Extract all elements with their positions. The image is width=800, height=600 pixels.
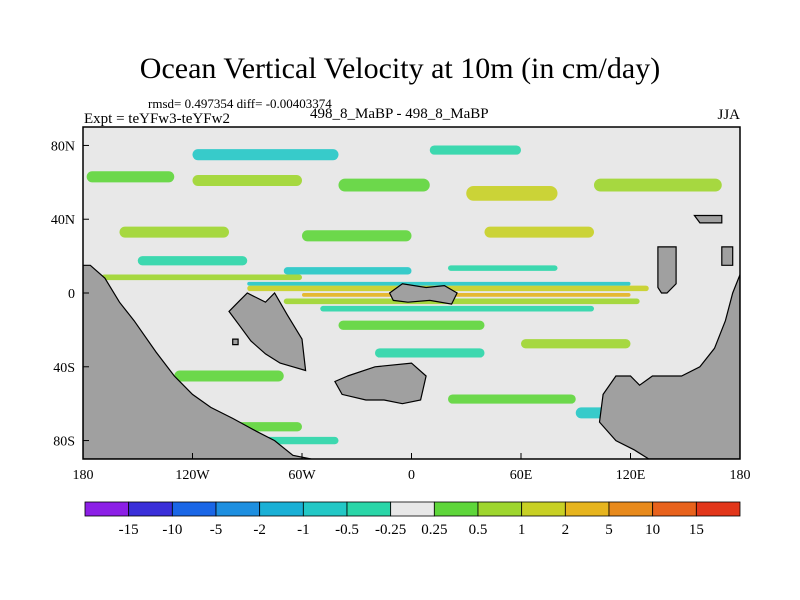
land-mass-0: [83, 264, 312, 459]
land-mass-7: [721, 246, 734, 266]
anomaly-band-11: [283, 298, 640, 305]
chart-title: Ocean Vertical Velocity at 10m (in cm/da…: [139, 52, 661, 85]
colorbar-box-12: [608, 501, 654, 517]
colorbar-box-7: [390, 501, 435, 517]
x-tick-label-5: 120E: [616, 468, 646, 483]
colorbar-label-8: 0.5: [469, 522, 488, 538]
colorbar-box-5: [302, 501, 348, 517]
anomaly-band-13: [521, 339, 631, 349]
land-mass-2: [388, 283, 458, 305]
colorbar-label-7: 0.25: [421, 522, 447, 538]
colorbar-label-10: 2: [562, 522, 570, 538]
land-mass-8: [232, 338, 239, 346]
anomaly-band-2: [338, 178, 430, 192]
anomaly-band-20: [283, 267, 412, 275]
colorbar-label-11: 5: [605, 522, 613, 538]
anomaly-band-25: [375, 348, 485, 358]
land-mass-1: [228, 292, 307, 372]
colorbar: -15 -10 -5 -2 -1 -0.5 -0.25 0.25 0.5 1 2 5 10 15: [84, 501, 741, 538]
colorbar-label-1: -10: [162, 522, 182, 538]
anomaly-band-14: [174, 370, 284, 382]
colorbar-box-13: [652, 501, 697, 517]
anomaly-band-8: [101, 274, 302, 281]
anomaly-band-28: [265, 436, 339, 445]
anomaly-band-15: [448, 394, 576, 404]
x-tick-label-1: 120W: [175, 468, 210, 483]
land-mass-6: [693, 214, 723, 224]
x-tick-label-6: 180: [730, 468, 751, 483]
colorbar-box-2: [171, 501, 217, 517]
stats-label: rmsd= 0.497354 diff= -0.00403374: [148, 96, 332, 111]
colorbar-label-0: -15: [119, 522, 139, 538]
y-tick-label-0: 80N: [51, 139, 75, 154]
anomaly-band-23: [320, 305, 594, 312]
x-tick-label-3: 0: [408, 468, 415, 483]
anomaly-band-6: [302, 230, 412, 242]
anomaly-band-21: [448, 265, 558, 271]
anomaly-band-17: [192, 149, 339, 161]
anomaly-band-22: [247, 281, 631, 286]
colorbar-box-9: [477, 501, 523, 517]
anomaly-band-1: [192, 174, 302, 187]
x-tick-label-0: 180: [73, 468, 94, 483]
anomaly-band-12: [338, 320, 485, 330]
colorbar-box-0: [84, 501, 130, 517]
colorbar-box-1: [128, 501, 173, 517]
experiment-label: Expt = teYFw3-teYFw2: [84, 111, 230, 127]
anomaly-band-0: [86, 171, 175, 183]
colorbar-label-5: -0.5: [335, 522, 359, 538]
x-tick-label-4: 60E: [510, 468, 533, 483]
anomaly-band-3: [466, 186, 558, 201]
anomaly-band-7: [484, 226, 594, 238]
colorbar-box-11: [564, 501, 610, 517]
land-mass-3: [598, 274, 740, 459]
land-mass-5: [657, 246, 677, 294]
colorbar-label-9: 1: [518, 522, 526, 538]
anomaly-band-10: [302, 293, 631, 297]
land-layer: [83, 214, 740, 459]
colorbar-label-4: -1: [297, 522, 310, 538]
anomaly-band-4: [594, 178, 722, 192]
case-label: 498_8_MaBP - 498_8_MaBP: [310, 106, 489, 122]
colorbar-box-14: [695, 501, 741, 517]
anomaly-band-19: [137, 256, 248, 266]
y-tick-label-2: 0: [68, 287, 75, 302]
colorbar-label-2: -5: [210, 522, 223, 538]
x-tick-label-2: 60W: [288, 468, 316, 483]
y-tick-label-3: 40S: [53, 361, 75, 376]
season-label: JJA: [717, 107, 740, 123]
colorbar-label-6: -0.25: [375, 522, 406, 538]
anomaly-band-18: [429, 145, 521, 155]
land-mass-4: [334, 362, 427, 405]
colorbar-box-6: [346, 501, 392, 517]
y-tick-label-4: 80S: [53, 435, 75, 450]
colorbar-box-4: [259, 501, 304, 517]
y-tick-label-1: 40N: [51, 213, 75, 228]
anomaly-band-5: [119, 226, 229, 238]
colorbar-label-3: -2: [253, 522, 266, 538]
colorbar-box-8: [433, 501, 479, 517]
x-axis: 180 120W 60W 0 60E 120E 180: [73, 453, 751, 483]
anomaly-layer: [86, 145, 722, 445]
colorbar-box-3: [215, 501, 261, 517]
colorbar-label-12: 10: [645, 522, 660, 538]
y-axis: 80N 40N 0 40S 80S: [51, 139, 89, 450]
colorbar-box-10: [521, 501, 566, 517]
colorbar-label-13: 15: [689, 522, 704, 538]
